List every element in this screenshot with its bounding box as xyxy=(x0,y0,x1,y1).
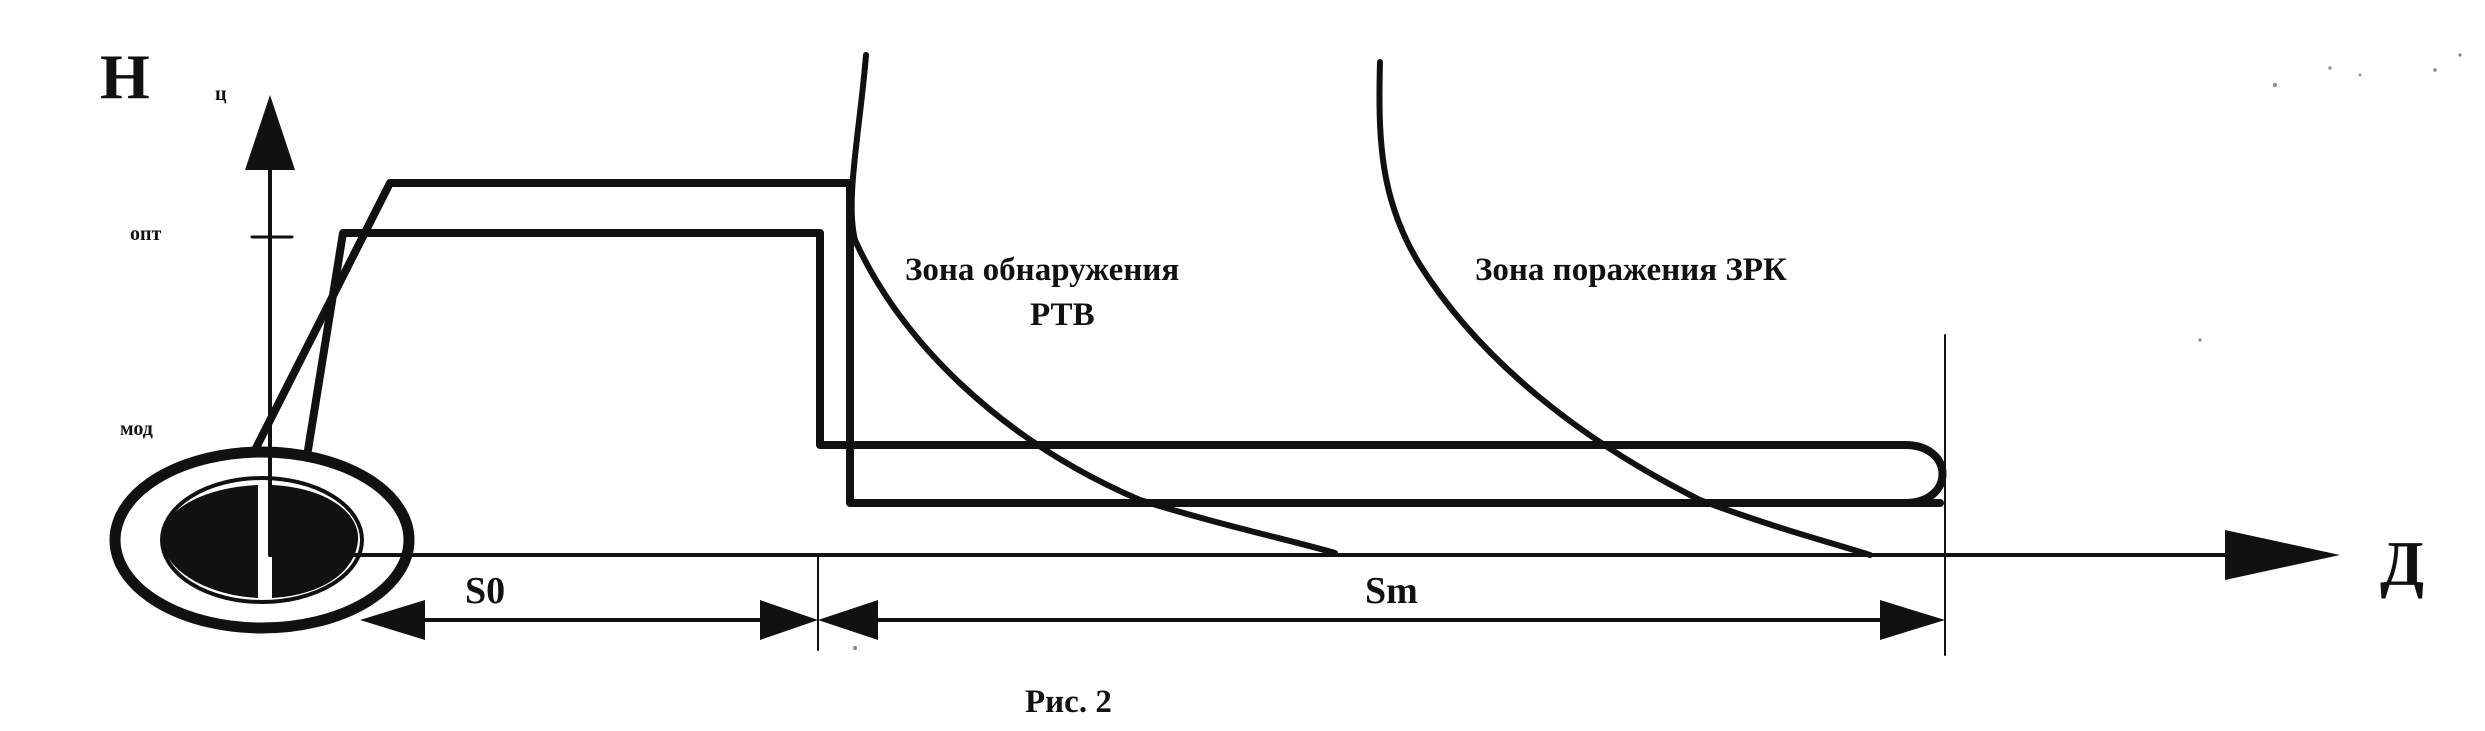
sm-label: Sm xyxy=(1365,570,1418,612)
s0-dimension xyxy=(360,600,818,640)
x-axis-label: Д xyxy=(2380,528,2424,599)
s0-label: S0 xyxy=(465,570,505,612)
sm-dimension xyxy=(818,600,1945,640)
flight-profile-lower xyxy=(304,229,1947,507)
engagement-zone-label: Зона поражения ЗРК xyxy=(1475,252,1787,288)
figure-caption: Рис. 2 xyxy=(1025,684,1112,720)
origin-base-icon xyxy=(109,446,415,634)
scan-artifacts xyxy=(853,53,2462,650)
y-axis xyxy=(245,95,295,557)
detection-zone-label-line1: Зона обнаружения xyxy=(905,252,1179,288)
engagement-zone-boundary xyxy=(1376,59,1873,558)
detection-zone-label-line2: РТВ xyxy=(1030,297,1095,333)
detection-zone-boundary xyxy=(848,52,1338,556)
y-tick-label-high: опт xyxy=(130,223,162,245)
y-tick-label-low: мод xyxy=(120,418,153,440)
y-axis-label: Н xyxy=(100,41,150,112)
x-axis xyxy=(268,530,2340,580)
y-axis-subscript: ц xyxy=(215,83,227,105)
